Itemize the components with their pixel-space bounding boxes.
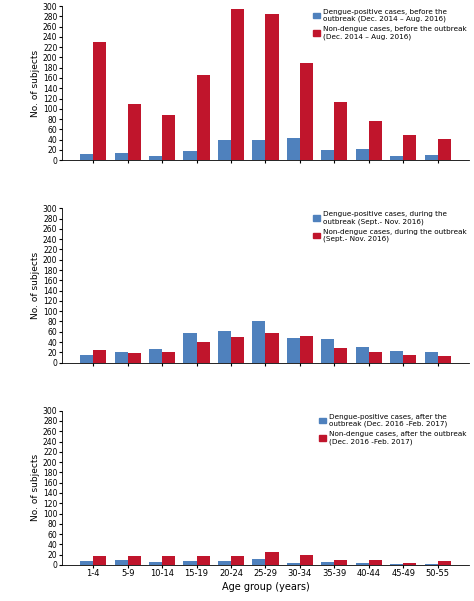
Y-axis label: No. of subjects: No. of subjects [31,252,40,319]
Bar [356,347,369,362]
Bar [403,563,416,565]
Bar [390,352,403,362]
Bar [183,151,197,160]
Bar [162,556,175,565]
Bar [183,333,197,362]
Bar [300,555,313,565]
Bar [287,563,300,565]
Bar [425,155,438,160]
Bar [438,356,451,362]
Bar [334,348,347,362]
Y-axis label: No. of subjects: No. of subjects [31,454,40,522]
X-axis label: Age group (years): Age group (years) [221,582,310,592]
Bar [334,560,347,565]
Bar [356,563,369,565]
Bar [149,562,162,565]
Bar [369,560,382,565]
Y-axis label: No. of subjects: No. of subjects [31,49,40,117]
Bar [115,560,128,565]
Bar [321,340,334,362]
Bar [183,561,197,565]
Bar [252,559,265,565]
Bar [80,355,93,362]
Bar [265,552,279,565]
Bar [265,334,279,362]
Legend: Dengue-positive cases, before the
outbreak (Dec. 2014 – Aug. 2016), Non-dengue c: Dengue-positive cases, before the outbre… [312,7,468,41]
Bar [162,352,175,362]
Bar [93,350,106,362]
Bar [403,355,416,362]
Bar [438,139,451,160]
Bar [287,138,300,160]
Bar [93,42,106,160]
Bar [218,331,231,362]
Bar [369,121,382,160]
Bar [369,352,382,362]
Bar [403,135,416,160]
Bar [425,352,438,362]
Legend: Dengue-positive cases, after the
outbreak (Dec. 2016 -Feb. 2017), Non-dengue cas: Dengue-positive cases, after the outbrea… [318,412,468,446]
Bar [390,564,403,565]
Bar [128,353,141,362]
Bar [149,156,162,160]
Bar [265,14,279,160]
Bar [334,102,347,160]
Bar [287,338,300,362]
Bar [128,104,141,160]
Bar [300,63,313,160]
Bar [300,336,313,362]
Bar [162,115,175,160]
Bar [218,561,231,565]
Bar [231,8,244,160]
Bar [218,139,231,160]
Bar [390,156,403,160]
Bar [438,561,451,565]
Bar [197,556,210,565]
Bar [252,322,265,362]
Bar [115,153,128,160]
Bar [115,352,128,362]
Bar [356,150,369,160]
Bar [93,556,106,565]
Bar [231,337,244,362]
Bar [252,139,265,160]
Legend: Dengue-positive cases, during the
outbreak (Sept.- Nov. 2016), Non-dengue cases,: Dengue-positive cases, during the outbre… [312,210,468,243]
Bar [80,154,93,160]
Bar [231,556,244,565]
Bar [149,349,162,362]
Bar [321,563,334,565]
Bar [80,561,93,565]
Bar [197,342,210,362]
Bar [197,75,210,160]
Bar [128,556,141,565]
Bar [321,150,334,160]
